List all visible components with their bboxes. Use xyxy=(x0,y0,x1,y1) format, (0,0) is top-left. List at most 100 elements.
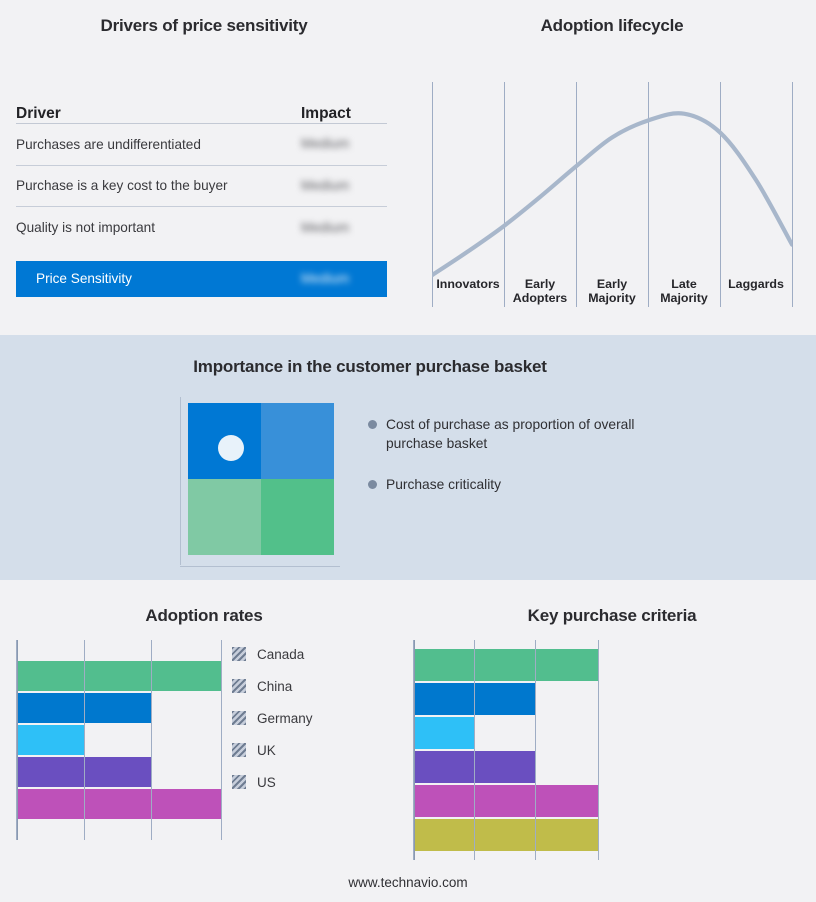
chart-gridline xyxy=(83,640,85,840)
bar-us xyxy=(18,789,221,819)
bar-row xyxy=(415,717,598,749)
adoption-lifecycle-title: Adoption lifecycle xyxy=(540,16,684,35)
driver-label: Purchase is a key cost to the buyer xyxy=(16,178,228,194)
quadrant-cell-bottom-left xyxy=(188,479,261,555)
quadrant-position-marker xyxy=(218,435,244,461)
drivers-table-header: Driver Impact xyxy=(16,92,387,124)
chart-gridline xyxy=(474,640,476,860)
drivers-table: Driver Impact Purchases are undifferenti… xyxy=(16,92,387,297)
driver-label: Purchases are undifferentiated xyxy=(16,136,201,152)
bullet-icon xyxy=(368,480,377,489)
adoption-rates-title: Adoption rates xyxy=(145,606,263,625)
hatch-swatch-icon xyxy=(232,679,246,693)
lifecycle-stage-label: Innovators xyxy=(436,277,500,291)
adoption-lifecycle-panel: Adoption lifecycle Innovators Early Adopte… xyxy=(408,0,816,335)
legend-item: US xyxy=(232,766,313,798)
bar-row xyxy=(415,819,598,851)
footer-url: www.technavio.com xyxy=(348,875,468,890)
adoption-rates-panel: Adoption rates Canada China Germany UK US xyxy=(0,580,408,902)
bar-row xyxy=(415,785,598,817)
bar-uk xyxy=(18,757,152,787)
adoption-rates-chart xyxy=(16,640,222,840)
lifecycle-gridline xyxy=(792,82,793,307)
legend-item: UK xyxy=(232,734,313,766)
lifecycle-gridline xyxy=(648,82,649,307)
impact-value-redacted: Medium xyxy=(301,136,350,152)
bar-row xyxy=(415,683,598,715)
importance-legend-item: Cost of purchase as proportion of overal… xyxy=(368,415,668,453)
quadrant-cell-bottom-right xyxy=(261,479,334,555)
importance-panel-title: Importance in the customer purchase bask… xyxy=(193,357,547,376)
lifecycle-gridline xyxy=(576,82,577,307)
lifecycle-axis-labels: Innovators Early Adopters Early Majority Late… xyxy=(432,277,792,305)
bar-row xyxy=(18,757,221,787)
chart-gridline xyxy=(598,640,599,860)
legend-label: Canada xyxy=(257,646,305,662)
lifecycle-stage-label: Early Adopters xyxy=(512,277,568,305)
key-purchase-criteria-title: Key purchase criteria xyxy=(527,606,697,625)
quadrant-cell-top-right xyxy=(261,403,334,479)
impact-value-redacted: Medium xyxy=(301,177,350,193)
quadrant-y-axis xyxy=(180,397,181,565)
table-row: Purchase is a key cost to the buyer Medi… xyxy=(16,166,387,207)
adoption-lifecycle-chart: Innovators Early Adopters Early Majority Late… xyxy=(432,82,793,307)
impact-value: Medium xyxy=(301,135,387,153)
importance-legend-item: Purchase criticality xyxy=(368,475,668,494)
quadrant-x-axis xyxy=(180,566,340,567)
lifecycle-gridlines xyxy=(432,82,793,307)
lifecycle-gridline xyxy=(504,82,505,307)
lifecycle-stage-label: Laggards xyxy=(728,277,784,291)
bar-price xyxy=(415,683,536,715)
bar-relatability xyxy=(415,751,536,783)
summary-row-label: Price Sensitivity xyxy=(36,271,132,286)
lifecycle-stage-label: Early Majority xyxy=(588,277,636,305)
importance-legend: Cost of purchase as proportion of overal… xyxy=(368,415,668,516)
bar-regulatory-compliance xyxy=(415,785,598,817)
adoption-bar-group xyxy=(18,640,221,840)
importance-legend-label: Cost of purchase as proportion of overal… xyxy=(386,417,635,451)
hatch-swatch-icon xyxy=(232,647,246,661)
importance-legend-label: Purchase criticality xyxy=(386,477,502,492)
key-purchase-criteria-panel: Key purchase criteria InnovationPriceQua… xyxy=(408,580,816,902)
drivers-panel-title: Drivers of price sensitivity xyxy=(100,16,308,35)
legend-item: China xyxy=(232,670,313,702)
column-header-impact: Impact xyxy=(301,105,351,122)
bar-row xyxy=(18,789,221,819)
criteria-chart-axis xyxy=(413,640,415,860)
bar-service xyxy=(415,819,598,851)
bar-row xyxy=(415,751,598,783)
drivers-panel: Drivers of price sensitivity Driver Impa… xyxy=(0,0,408,335)
impact-value: Medium xyxy=(301,219,387,237)
quadrant-cells xyxy=(188,403,334,555)
driver-label: Quality is not important xyxy=(16,220,156,236)
chart-gridline xyxy=(16,640,17,840)
table-row: Quality is not important Medium xyxy=(16,207,387,249)
bar-germany xyxy=(18,725,85,755)
criteria-bar-group xyxy=(415,640,598,860)
bottom-band-background xyxy=(0,580,816,902)
legend-label: China xyxy=(257,678,293,694)
legend-item: Canada xyxy=(232,638,313,670)
middle-band-background xyxy=(0,335,816,580)
chart-gridline xyxy=(221,640,222,840)
lifecycle-gridline xyxy=(432,82,433,307)
chart-gridline xyxy=(151,640,153,840)
chart-gridline xyxy=(413,640,414,860)
key-purchase-criteria-chart xyxy=(413,640,599,860)
hatch-swatch-icon xyxy=(232,711,246,725)
lifecycle-stage-label: Late Majority xyxy=(660,277,708,305)
column-header-driver: Driver xyxy=(16,105,61,122)
bar-row xyxy=(18,693,221,723)
hatch-swatch-icon xyxy=(232,743,246,757)
bar-innovation xyxy=(415,649,598,681)
adoption-chart-axis xyxy=(16,640,18,840)
summary-row-impact: Medium xyxy=(301,270,387,288)
lifecycle-gridline xyxy=(720,82,721,307)
chart-gridline xyxy=(535,640,537,860)
importance-panel: Importance in the customer purchase bask… xyxy=(0,335,816,580)
legend-label: US xyxy=(257,774,276,790)
bar-quality xyxy=(415,717,476,749)
table-row: Purchases are undifferentiated Medium xyxy=(16,124,387,166)
impact-value-redacted: Medium xyxy=(301,219,350,235)
